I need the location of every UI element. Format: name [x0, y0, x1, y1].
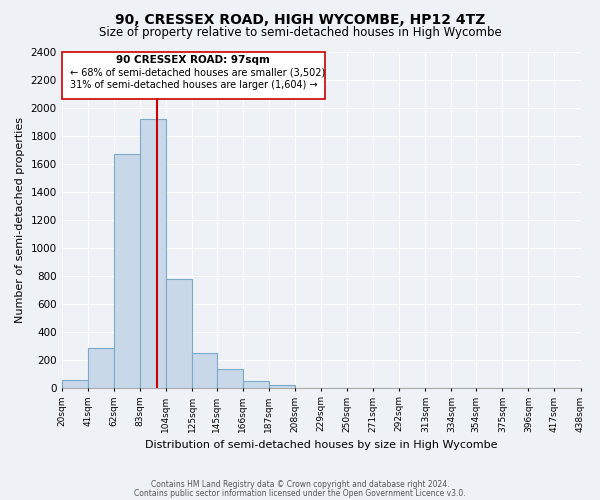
- Text: Size of property relative to semi-detached houses in High Wycombe: Size of property relative to semi-detach…: [98, 26, 502, 39]
- Bar: [166, 279, 192, 388]
- X-axis label: Distribution of semi-detached houses by size in High Wycombe: Distribution of semi-detached houses by …: [145, 440, 497, 450]
- Text: 90, CRESSEX ROAD, HIGH WYCOMBE, HP12 4TZ: 90, CRESSEX ROAD, HIGH WYCOMBE, HP12 4TZ: [115, 12, 485, 26]
- Bar: [192, 352, 217, 388]
- Bar: [243, 382, 269, 388]
- Text: Contains HM Land Registry data © Crown copyright and database right 2024.: Contains HM Land Registry data © Crown c…: [151, 480, 449, 489]
- Bar: [114, 154, 140, 388]
- Text: 31% of semi-detached houses are larger (1,604) →: 31% of semi-detached houses are larger (…: [70, 80, 318, 90]
- Bar: [62, 52, 325, 99]
- Bar: [88, 348, 114, 388]
- Text: 90 CRESSEX ROAD: 97sqm: 90 CRESSEX ROAD: 97sqm: [116, 55, 270, 65]
- Bar: [217, 370, 243, 388]
- Text: ← 68% of semi-detached houses are smaller (3,502): ← 68% of semi-detached houses are smalle…: [70, 68, 326, 78]
- Y-axis label: Number of semi-detached properties: Number of semi-detached properties: [15, 116, 25, 322]
- Bar: [140, 118, 166, 388]
- Text: Contains public sector information licensed under the Open Government Licence v3: Contains public sector information licen…: [134, 490, 466, 498]
- Bar: [62, 380, 88, 388]
- Bar: [269, 385, 295, 388]
